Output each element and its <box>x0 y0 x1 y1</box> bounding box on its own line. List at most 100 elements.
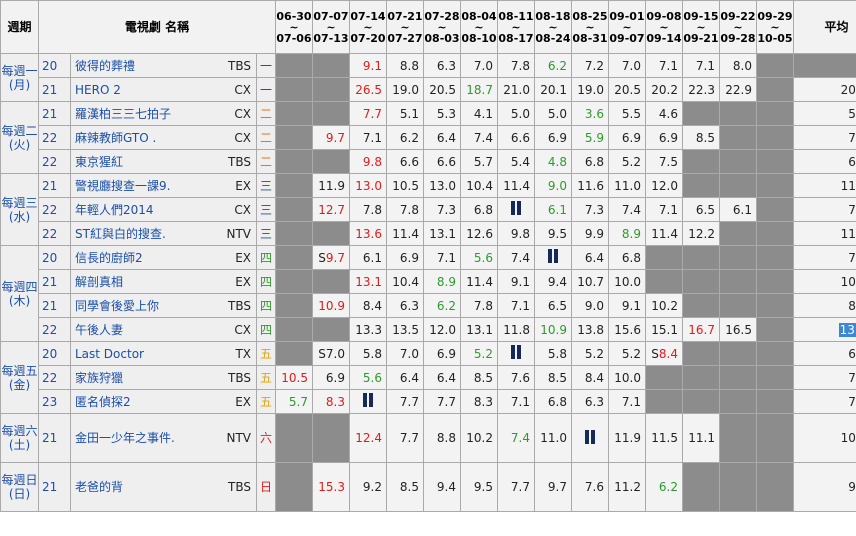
rating-cell: 11.0 <box>608 173 646 198</box>
timeslot: 21 <box>38 101 71 126</box>
no-broadcast-cell <box>275 462 313 512</box>
date-column-header: 06-30 ~07-06 <box>275 0 313 54</box>
drama-title-link[interactable]: 東京猩紅 <box>75 154 124 169</box>
rating-cell: 7.4 <box>497 245 535 270</box>
drama-title-link[interactable]: Last Doctor <box>75 346 144 361</box>
date-bot: 07-13 <box>313 31 349 45</box>
date-top: 08-18 <box>535 9 571 23</box>
drama-title-link[interactable]: 麻辣教師GTO . <box>75 130 157 145</box>
timeslot: 22 <box>38 317 71 342</box>
date-bot: 08-31 <box>572 31 608 45</box>
rating-cell: 11.4 <box>497 173 535 198</box>
no-broadcast-cell <box>719 245 757 270</box>
rating-cell: 9.1 <box>608 293 646 318</box>
rating-cell: 7.1 <box>608 389 646 414</box>
date-bot: 09-21 <box>683 31 719 45</box>
date-mid: ~ <box>289 20 299 34</box>
drama-title-link[interactable]: 警視廳搜查一課9. <box>75 178 171 193</box>
no-broadcast-cell <box>275 269 313 294</box>
date-bot: 10-05 <box>757 31 793 45</box>
drama-title-cell: 匿名偵探2 EX <box>70 389 257 414</box>
drama-title-link[interactable]: ST紅與白的搜查. <box>75 226 166 241</box>
weekday-mark: 五 <box>256 341 276 366</box>
pause-icon <box>571 413 609 463</box>
drama-title-cell: 彼得的葬禮 TBS <box>70 53 257 78</box>
no-broadcast-cell <box>719 221 757 246</box>
drama-title-link[interactable]: 匿名偵探2 <box>75 394 131 409</box>
date-top: 09-01 <box>609 9 645 23</box>
rating-cell: 8.8 <box>386 53 424 78</box>
no-broadcast-cell <box>756 365 794 390</box>
rating-cell: 8.3 <box>460 389 498 414</box>
timeslot: 21 <box>38 173 71 198</box>
no-broadcast-cell <box>275 125 313 150</box>
drama-title-link[interactable]: 金田一少年之事件. <box>75 431 175 445</box>
network-code: CX <box>234 82 251 97</box>
weekday-mark: 四 <box>256 269 276 294</box>
rating-cell: 5.5 <box>608 101 646 126</box>
no-broadcast-cell <box>756 53 794 78</box>
drama-title-cell: 解剖真相 EX <box>70 269 257 294</box>
rating-cell: S7.0 <box>312 341 350 366</box>
table-row: 每週一(月) 20 彼得的葬禮 TBS 一 9.1 8.8 6.3 7.0 7.8 6.2 7.2 7.… <box>0 53 856 102</box>
rating-cell: 12.6 <box>460 221 498 246</box>
drama-title-link[interactable]: 老爸的背 <box>75 480 124 494</box>
no-broadcast-cell <box>275 341 313 366</box>
drama-title-link[interactable]: 年輕人們2014 <box>75 202 154 217</box>
rating-cell: 6.4 <box>386 365 424 390</box>
no-broadcast-cell <box>756 101 794 126</box>
weekday-mark: 三 <box>256 197 276 222</box>
rating-cell: S8.4 <box>645 341 683 366</box>
rating-cell: 7.1 <box>349 125 387 150</box>
date-top: 07-21 <box>387 9 423 23</box>
average-cell: 7.22 <box>793 389 856 414</box>
drama-title-link[interactable]: 解剖真相 <box>75 274 124 289</box>
date-column-header: 08-25 ~08-31 <box>571 0 609 54</box>
network-code: CX <box>234 322 251 337</box>
no-broadcast-cell <box>719 462 757 512</box>
date-column-header: 07-28 ~08-03 <box>423 0 461 54</box>
date-bot: 07-06 <box>276 31 312 45</box>
rating-cell: 7.0 <box>386 341 424 366</box>
date-mid: ~ <box>659 20 669 34</box>
drama-title-link[interactable]: 同學會後愛上你 <box>75 298 160 313</box>
rating-cell: 7.1 <box>682 53 720 78</box>
drama-title-link[interactable]: 午後人妻 <box>75 322 124 337</box>
no-broadcast-cell <box>312 149 350 174</box>
no-broadcast-cell <box>312 269 350 294</box>
drama-title-link[interactable]: 家族狩獵 <box>75 370 124 385</box>
date-top: 09-15 <box>683 9 719 23</box>
drama-title-link[interactable]: 羅漢柏三三七拍子 <box>75 106 172 121</box>
rating-cell: 11.4 <box>460 269 498 294</box>
rating-cell: 6.6 <box>386 149 424 174</box>
network-code: TBS <box>228 370 251 385</box>
weekday-mark: 四 <box>256 245 276 270</box>
rating-cell: 8.4 <box>349 293 387 318</box>
rating-cell: 6.9 <box>645 125 683 150</box>
rating-cell: 5.2 <box>608 149 646 174</box>
no-broadcast-cell <box>312 317 350 342</box>
header-row: 週期 電視劇 名稱 06-30 ~07-06 07-07 ~07-13 07-14 ~07… <box>0 0 856 54</box>
rating-cell: 9.7 <box>534 462 572 512</box>
drama-title-cell: 午後人妻 CX <box>70 317 257 342</box>
table-row: 每週六(土) 21 金田一少年之事件. NTV 六 12.4 7.7 8.8 10.2 7.4 11… <box>0 413 856 463</box>
rating-cell: 8.5 <box>386 462 424 512</box>
weekday-mark: 五 <box>256 365 276 390</box>
rating-cell: 7.1 <box>423 245 461 270</box>
drama-title-link[interactable]: HERO 2 <box>75 82 121 97</box>
average-cell: 8.15 <box>793 293 856 318</box>
rating-cell: 6.9 <box>386 245 424 270</box>
rating-cell: 10.4 <box>460 173 498 198</box>
no-broadcast-cell <box>719 173 757 198</box>
pause-icon <box>497 197 535 222</box>
drama-title-link[interactable]: 信長的廚師2 <box>75 250 143 265</box>
rating-cell: 6.6 <box>423 149 461 174</box>
selected-average[interactable]: 13.85 <box>838 322 856 337</box>
rating-cell: 10.2 <box>645 293 683 318</box>
drama-title-link[interactable]: 彼得的葬禮 <box>75 58 136 73</box>
rating-cell: 6.5 <box>682 197 720 222</box>
rating-cell: 13.1 <box>349 269 387 294</box>
date-mid: ~ <box>326 20 336 34</box>
weekday-mark: 三 <box>256 221 276 246</box>
weekday-mark: 日 <box>256 462 276 512</box>
